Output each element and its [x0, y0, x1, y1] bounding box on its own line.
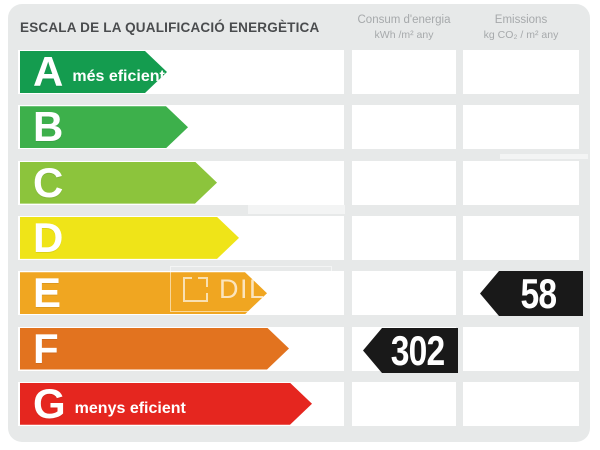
rating-letter-a: A: [33, 48, 64, 96]
rating-arrow-e: E: [20, 272, 267, 314]
row-c-consum-cell: [352, 160, 456, 205]
rating-arrow-f: F: [20, 328, 289, 370]
emissions-column-header: Emissions kg CO₂ / m² any: [463, 13, 579, 43]
row-b-emis-cell: [463, 105, 579, 150]
rating-letter-b: B: [33, 103, 64, 151]
watermark-ghost: [248, 205, 345, 214]
scale-title: ESCALA DE LA QUALIFICACIÓ ENERGÈTICA: [20, 20, 320, 35]
emissions-column-unit: kg CO₂ / m² any: [483, 28, 559, 41]
rating-letter-d: D: [33, 213, 64, 261]
rating-letter-f: F: [33, 324, 59, 372]
rating-letter-c: C: [33, 158, 64, 206]
consumption-column-unit: kWh /m² any: [374, 28, 434, 41]
consumption-column-name: Consum d'energia: [357, 14, 451, 26]
row-c-emis-cell: [463, 160, 579, 205]
row-g-consum-cell: [352, 381, 456, 426]
rating-arrow-c: C: [20, 162, 217, 204]
watermark-ghost: [500, 154, 588, 159]
emissions-value: 58: [520, 269, 558, 317]
row-g-emis-cell: [463, 381, 579, 426]
certificate-panel: ESCALA DE LA QUALIFICACIÓ ENERGÈTICA Con…: [8, 4, 590, 442]
row-a-emis-cell: [463, 50, 579, 94]
consumption-value-arrow: 302: [363, 328, 458, 373]
consumption-column-header: Consum d'energia kWh /m² any: [352, 13, 456, 43]
row-f-emis-cell: [463, 326, 579, 371]
rating-sublabel-a: més eficient: [72, 68, 165, 85]
row-e-consum-cell: [352, 271, 456, 316]
rating-arrow-b: B: [20, 106, 188, 148]
row-b-consum-cell: [352, 105, 456, 150]
emissions-column-name: Emissions: [494, 14, 548, 26]
row-a-consum-cell: [352, 50, 456, 94]
row-d-consum-cell: [352, 215, 456, 260]
rating-sublabel-g: menys eficient: [74, 399, 186, 417]
rating-letter-g: G: [33, 379, 66, 427]
consumption-value: 302: [390, 326, 445, 374]
emissions-value-arrow: 58: [480, 271, 583, 316]
rating-arrow-d: D: [20, 217, 239, 259]
row-d-emis-cell: [463, 215, 579, 260]
rating-letter-e: E: [33, 269, 62, 317]
